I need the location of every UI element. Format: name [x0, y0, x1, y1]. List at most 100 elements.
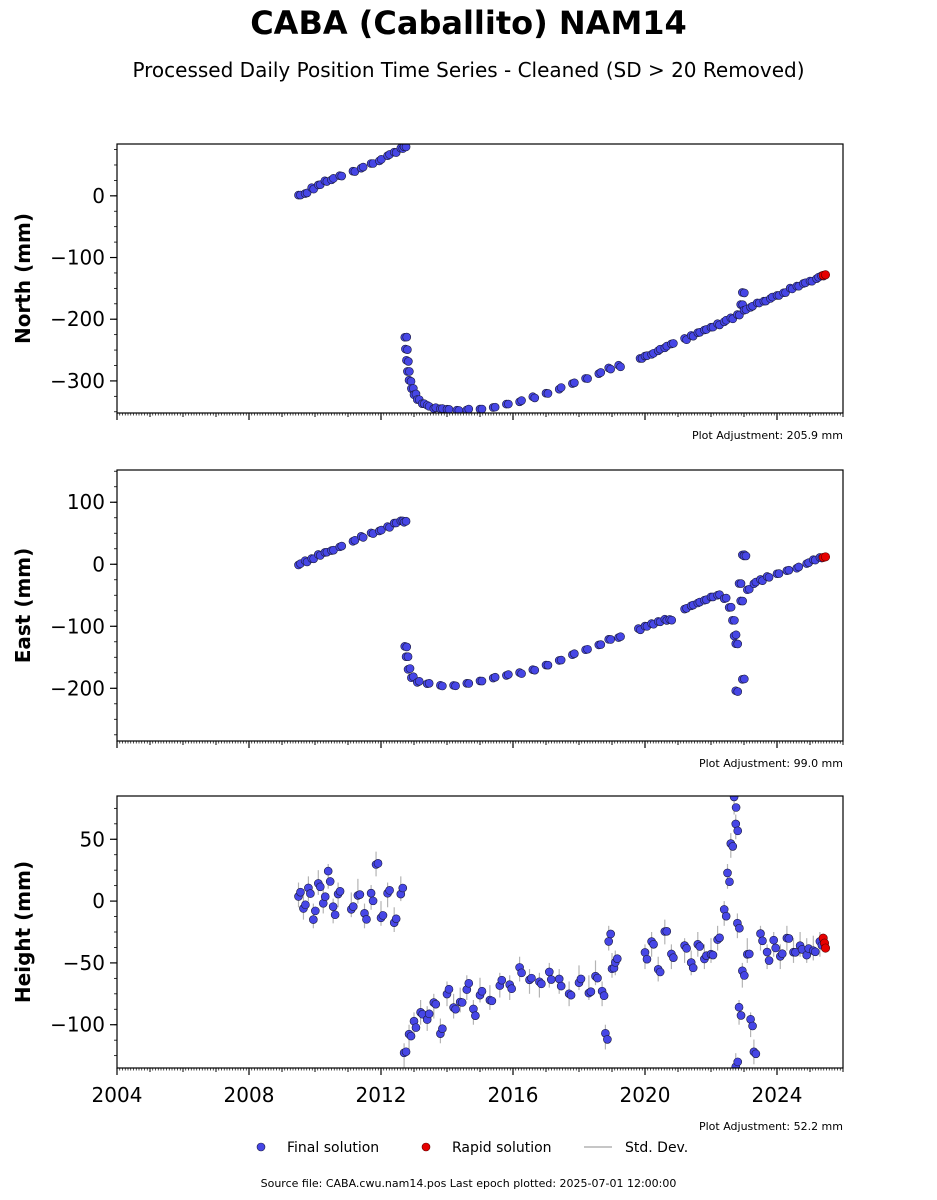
final-point [728, 842, 738, 851]
final-point [368, 896, 378, 906]
north-panel: 0 −100 −200 −300 North (mm) Plot Adjustment: … [11, 143, 844, 442]
y-tick-label: 50 [80, 827, 105, 851]
y-tick-label: 0 [92, 889, 105, 913]
final-point [335, 886, 345, 896]
final-point [554, 974, 564, 984]
final-point [734, 1002, 744, 1012]
final-point [738, 596, 747, 606]
final-point [740, 674, 749, 684]
final-point [740, 288, 749, 298]
final-point [669, 953, 678, 962]
final-point [744, 949, 754, 959]
final-point [464, 679, 474, 688]
final-point [320, 892, 330, 902]
final-point [544, 967, 554, 977]
y-tick-label: −100 [50, 246, 105, 270]
final-point [733, 639, 743, 649]
final-point [777, 949, 787, 959]
final-point [537, 979, 546, 989]
final-point [530, 665, 540, 675]
final-point [355, 890, 365, 899]
final-point [414, 676, 424, 686]
final-point [764, 956, 774, 965]
final-point [593, 973, 602, 983]
x-tick-label: 2024 [752, 1083, 803, 1107]
final-point [527, 973, 536, 983]
final-solution-marker [256, 1142, 266, 1152]
final-solution-label: Final solution [287, 1140, 379, 1156]
final-point [733, 826, 743, 836]
final-point [517, 396, 526, 405]
final-point [604, 937, 614, 946]
final-point [810, 947, 820, 957]
final-point [741, 551, 751, 561]
final-point [477, 404, 487, 413]
final-point [497, 975, 507, 985]
final-point [424, 1009, 434, 1019]
final-point [688, 963, 698, 973]
plot-frame [116, 795, 844, 1069]
final-point [490, 402, 500, 412]
final-point [325, 877, 335, 886]
final-point [464, 978, 474, 988]
final-point [405, 664, 415, 673]
final-point [730, 616, 739, 625]
final-point [603, 1035, 612, 1044]
final-point [570, 649, 579, 658]
y-tick-label: −200 [50, 307, 105, 331]
rapid-point [821, 943, 831, 953]
final-point [411, 1023, 421, 1032]
chart-title: CABA (Caballito) NAM14 [250, 4, 687, 42]
final-point [362, 915, 371, 924]
final-point [401, 516, 411, 526]
y-axis-label: North (mm) [11, 213, 35, 344]
final-point [682, 944, 691, 953]
final-point [733, 1057, 743, 1067]
final-point [546, 975, 556, 984]
final-point [309, 915, 318, 924]
std-dev-label: Std. Dev. [625, 1140, 688, 1156]
final-point [599, 991, 609, 1001]
x-tick-label: 2008 [224, 1083, 275, 1107]
final-point [330, 910, 340, 920]
final-point [606, 929, 615, 939]
final-point [401, 144, 411, 152]
final-point [764, 572, 774, 582]
y-tick-label: −200 [50, 676, 105, 700]
x-tick-label: 2020 [620, 1083, 671, 1107]
final-point [566, 990, 576, 1000]
final-point [758, 936, 767, 946]
source-footer: Source file: CABA.cwu.nam14.pos Last epo… [260, 1177, 677, 1190]
final-point [655, 967, 665, 977]
final-point [586, 987, 596, 996]
final-point [337, 171, 347, 181]
final-point [662, 927, 672, 936]
y-axis-label: Height (mm) [11, 861, 35, 1003]
final-point [606, 635, 615, 644]
rapid-point [821, 552, 831, 562]
final-point [736, 1011, 746, 1020]
final-point [323, 866, 333, 876]
x-tick-label: 2016 [488, 1083, 539, 1107]
final-point [401, 1047, 411, 1057]
final-point [477, 986, 487, 996]
final-point [507, 984, 516, 994]
y-tick-label: 0 [92, 552, 105, 576]
rapid-solution-marker [421, 1142, 431, 1152]
final-point [406, 1031, 416, 1041]
final-point [616, 362, 625, 372]
final-point [517, 669, 526, 678]
plot-area [294, 796, 831, 1068]
final-point [751, 1049, 761, 1059]
final-point [649, 939, 658, 949]
final-point [403, 345, 412, 354]
final-point [490, 672, 500, 682]
final-point [667, 615, 677, 625]
final-point [431, 999, 441, 1009]
final-point [794, 562, 804, 572]
plot-adjustment: Plot Adjustment: 99.0 mm [699, 757, 843, 770]
y-tick-label: −100 [50, 614, 105, 638]
final-point [669, 339, 678, 348]
final-point [642, 954, 652, 964]
final-point [301, 900, 310, 910]
